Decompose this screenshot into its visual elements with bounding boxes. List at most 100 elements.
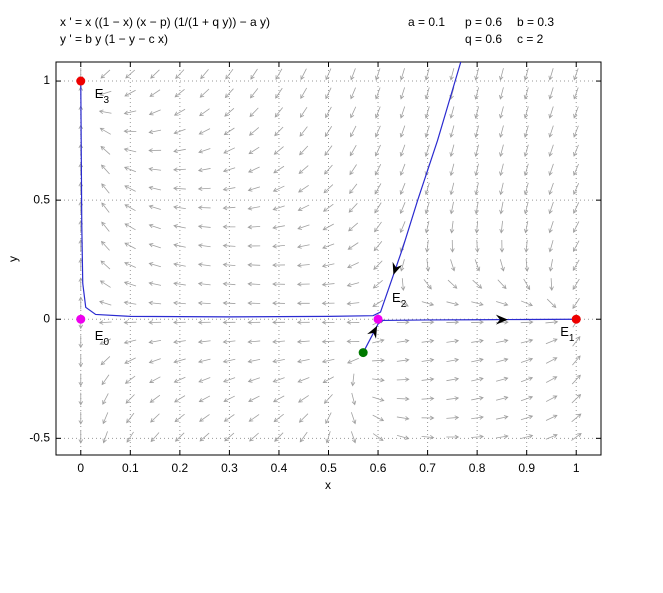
x-tick-label: 0	[77, 461, 84, 475]
field-arrow	[396, 319, 410, 325]
field-arrow	[100, 145, 111, 155]
field-arrow	[497, 279, 507, 290]
field-arrow	[446, 434, 460, 440]
field-arrow	[275, 87, 283, 99]
field-arrow	[572, 336, 581, 347]
field-arrow	[272, 377, 285, 383]
field-arrow	[78, 431, 84, 444]
field-arrow	[446, 357, 460, 363]
equation: y ' = b y (1 − y − c x)	[60, 32, 168, 46]
field-arrow	[298, 165, 309, 175]
field-arrow	[248, 127, 260, 136]
field-arrow	[474, 68, 480, 81]
field-arrow	[250, 68, 258, 80]
field-arrow	[449, 125, 455, 138]
field-arrow	[321, 339, 335, 344]
field-arrow	[572, 298, 580, 309]
field-arrow	[399, 87, 406, 100]
field-arrow	[101, 202, 110, 213]
field-arrow	[98, 320, 112, 325]
field-arrow	[424, 125, 430, 138]
field-arrow	[296, 339, 310, 344]
field-arrow	[523, 106, 529, 119]
field-arrow	[399, 202, 406, 215]
equilibrium	[373, 314, 383, 324]
field-arrow	[548, 201, 554, 215]
field-arrow	[101, 221, 110, 232]
field-arrow	[548, 259, 554, 272]
field-arrow	[396, 396, 410, 402]
field-arrow	[421, 396, 435, 401]
field-arrow	[102, 412, 109, 425]
param: q = 0.6	[465, 32, 502, 46]
field-arrow	[523, 201, 529, 215]
field-arrow	[474, 201, 479, 215]
field-arrow	[324, 126, 333, 138]
field-arrow	[222, 205, 236, 211]
field-arrow	[350, 412, 357, 425]
field-arrow	[424, 68, 430, 81]
field-arrow	[423, 279, 432, 290]
field-arrow	[523, 278, 531, 291]
field-arrow	[372, 377, 385, 383]
field-arrow	[450, 239, 455, 253]
field-arrow	[321, 320, 335, 325]
trajectory-arrow	[495, 314, 508, 325]
field-arrow	[573, 125, 579, 138]
field-arrow	[449, 220, 455, 234]
field-arrow	[222, 320, 236, 325]
field-arrow	[372, 358, 385, 363]
field-arrow	[100, 356, 111, 366]
field-arrow	[223, 395, 235, 403]
field-arrow	[325, 412, 332, 424]
field-arrow	[499, 239, 505, 253]
field-arrow	[346, 339, 360, 344]
field-arrow	[198, 395, 211, 403]
field-arrow	[496, 376, 509, 382]
field-arrow	[548, 182, 554, 196]
field-arrow	[425, 259, 431, 272]
field-arrow	[372, 299, 384, 307]
field-arrow	[520, 319, 534, 325]
field-arrow	[421, 415, 435, 421]
field-arrow	[396, 416, 410, 421]
param: c = 2	[517, 32, 544, 46]
field-arrow	[101, 183, 110, 194]
field-arrow	[123, 320, 137, 325]
field-arrow	[224, 107, 235, 117]
field-arrow	[499, 144, 504, 158]
field-arrow	[173, 224, 186, 229]
field-arrow	[350, 87, 356, 100]
field-arrow	[299, 126, 308, 137]
field-arrow	[572, 240, 580, 252]
x-tick-label: 0.5	[320, 461, 337, 475]
field-arrow	[520, 357, 534, 363]
field-arrow	[349, 164, 357, 176]
field-arrow	[197, 205, 211, 210]
field-arrow	[474, 125, 480, 138]
field-arrow	[372, 338, 385, 344]
field-arrow	[372, 396, 385, 402]
field-arrow	[421, 357, 435, 363]
field-arrow	[123, 281, 137, 287]
field-arrow	[325, 431, 331, 444]
field-arrow	[273, 165, 285, 174]
field-arrow	[347, 262, 359, 269]
field-arrow	[123, 166, 137, 173]
field-arrow	[222, 281, 236, 287]
field-arrow	[274, 432, 284, 442]
field-arrow	[272, 185, 285, 192]
field-arrow	[573, 182, 580, 195]
field-arrow	[474, 163, 479, 177]
field-arrow	[546, 298, 557, 309]
field-arrow	[173, 243, 186, 248]
field-arrow	[396, 377, 410, 382]
field-arrow	[274, 107, 283, 118]
field-arrow	[571, 413, 582, 423]
field-arrow	[197, 262, 211, 267]
field-arrow	[222, 186, 236, 192]
field-arrow	[173, 148, 186, 154]
field-arrow	[247, 205, 261, 211]
field-arrow	[324, 145, 333, 156]
field-arrow	[571, 374, 581, 385]
